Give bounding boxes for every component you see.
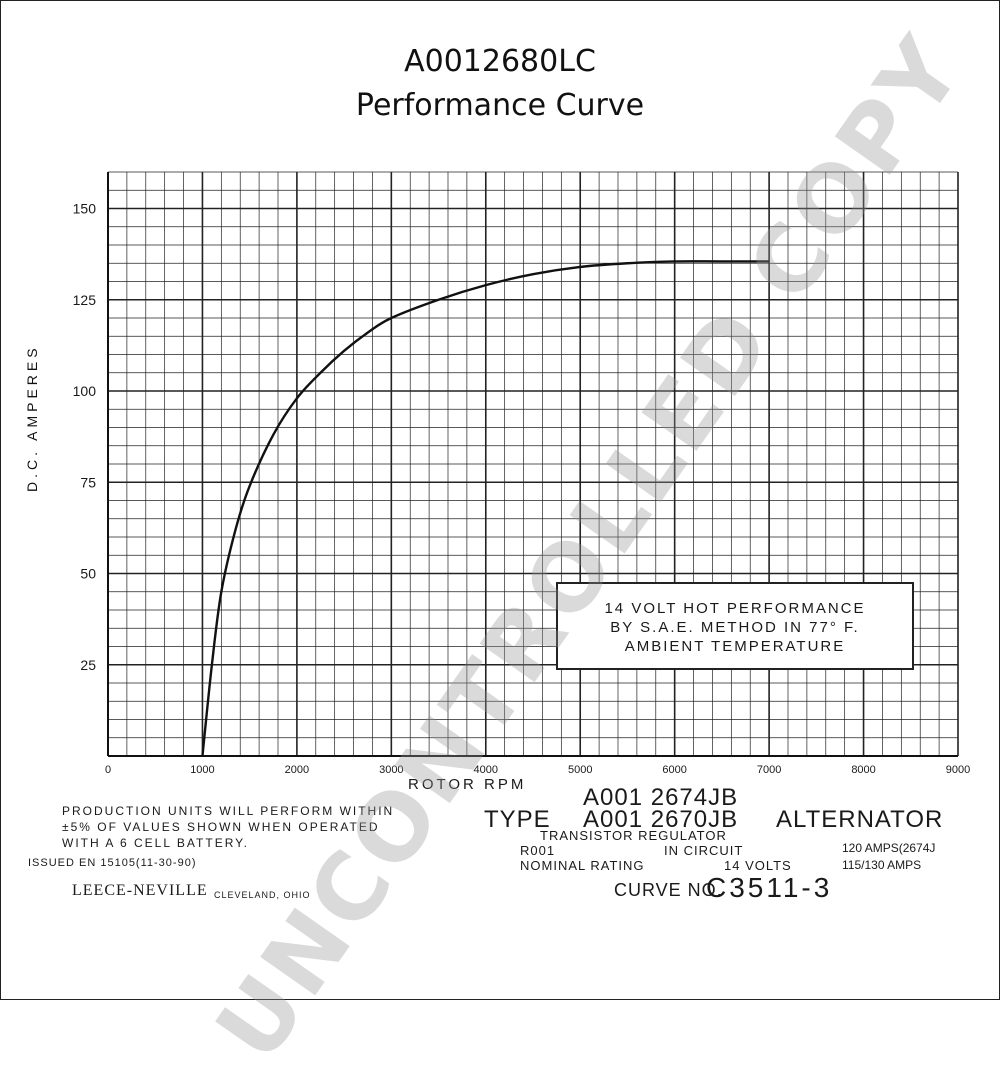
amps-rating-1: 120 AMPS(2674J [842, 841, 936, 855]
performance-note-line3: AMBIENT TEMPERATURE [624, 638, 846, 655]
performance-note-line1: 14 VOLT HOT PERFORMANCE [604, 600, 866, 617]
x-tick-label: 6000 [662, 764, 686, 776]
x-tick-label: 2000 [285, 764, 309, 776]
amps-rating-2: 115/130 AMPS [842, 858, 922, 872]
x-tick-label: 4000 [474, 764, 498, 776]
performance-note-box: 14 VOLT HOT PERFORMANCE BY S.A.E. METHOD… [556, 582, 914, 670]
x-tick-label: 8000 [851, 764, 875, 776]
regulator-label: TRANSISTOR REGULATOR [540, 828, 727, 843]
performance-curve [201, 260, 770, 757]
x-tick-label: 7000 [757, 764, 781, 776]
issued-note: ISSUED EN 15105(11-30-90) [28, 857, 197, 869]
alternator-label: ALTERNATOR [776, 806, 944, 833]
performance-note-line2: BY S.A.E. METHOD IN 77° F. [610, 619, 860, 636]
x-tick-label: 5000 [568, 764, 592, 776]
y-tick-label: 50 [80, 566, 96, 582]
volts-rating: 14 VOLTS [724, 858, 792, 873]
model-number-2: A001 2670JB [583, 806, 739, 833]
x-tick-label: 9000 [946, 764, 970, 776]
curve-number-label: CURVE NO. [614, 880, 723, 900]
page-title: A0012680LC [404, 44, 596, 79]
x-tick-label: 1000 [190, 764, 214, 776]
x-axis-label: ROTOR RPM [408, 776, 527, 793]
r001-label: R001 [520, 843, 556, 858]
y-tick-label: 75 [80, 474, 96, 490]
y-axis-label: D.C. AMPERES [24, 344, 40, 492]
production-note-line2: ±5% OF VALUES SHOWN WHEN OPERATED [62, 820, 380, 834]
page-subtitle: Performance Curve [355, 88, 645, 123]
brand-location: CLEVELAND, OHIO [214, 890, 311, 900]
y-tick-label: 25 [80, 657, 96, 673]
x-tick-label: 0 [105, 764, 111, 776]
y-tick-label: 125 [73, 292, 97, 308]
production-note-line1: PRODUCTION UNITS WILL PERFORM WITHIN [62, 804, 395, 818]
y-tick-label: 150 [73, 201, 97, 217]
scanned-sheet [22, 164, 962, 912]
nominal-rating-label: NOMINAL RATING [520, 858, 645, 873]
production-note-line3: WITH A 6 CELL BATTERY. [62, 836, 249, 850]
performance-chart: 0 1000 2000 3000 4000 5000 6000 7000 8000 9000 25 5… [73, 171, 971, 777]
chart-series [201, 260, 770, 757]
type-label: TYPE [484, 806, 551, 833]
y-tick-label: 100 [73, 383, 97, 399]
model-number-1: A001 2674JB [583, 784, 739, 811]
chart-ticks: 0 1000 2000 3000 4000 5000 6000 7000 8000 9000 25 5… [73, 201, 971, 777]
x-tick-label: 3000 [379, 764, 403, 776]
brand-name: LEECE-NEVILLE [72, 882, 208, 899]
chart-grid [107, 171, 959, 757]
curve-number: C3511-3 [706, 872, 833, 903]
in-circuit-label: IN CIRCUIT [664, 843, 744, 858]
